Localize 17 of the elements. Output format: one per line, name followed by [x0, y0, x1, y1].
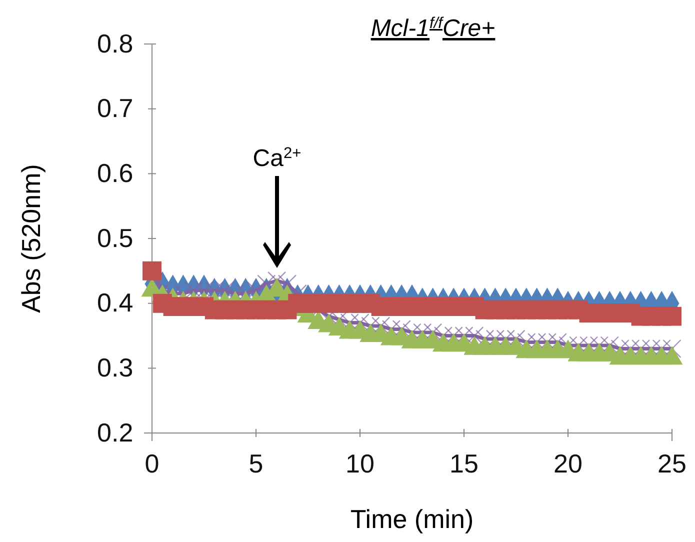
x-tick-label: 15: [450, 448, 478, 479]
annotation: Ca$^{2+}$: [252, 144, 302, 172]
chart-title: Mcl-1$^{f/f}$Cre+: [370, 14, 496, 42]
y-tick-label: 0.5: [97, 222, 134, 253]
y-axis-title: Abs (520nm): [16, 164, 46, 313]
x-axis-title: Time (min): [350, 504, 474, 534]
x-tick-label: 5: [248, 448, 264, 479]
y-tick-label: 0.8: [97, 28, 134, 58]
y-tick-label: 0.3: [97, 352, 134, 382]
y-tick-label: 0.4: [97, 288, 134, 318]
x-tick-label: 25: [658, 448, 686, 479]
y-tick-label: 0.6: [97, 158, 134, 188]
y-tick-label: 0.7: [97, 93, 134, 124]
x-tick-label: 10: [346, 448, 374, 479]
x-tick-label: 20: [554, 448, 582, 479]
y-tick-label: 0.2: [97, 417, 134, 448]
x-tick-label: 0: [144, 448, 160, 479]
